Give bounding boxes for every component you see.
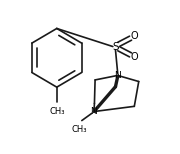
Text: CH₃: CH₃: [49, 107, 64, 116]
Text: O: O: [130, 31, 138, 41]
Text: S: S: [112, 42, 119, 52]
Text: N: N: [91, 107, 97, 116]
Text: O: O: [130, 52, 138, 62]
Text: CH₃: CH₃: [72, 125, 87, 134]
Text: N: N: [114, 71, 121, 80]
